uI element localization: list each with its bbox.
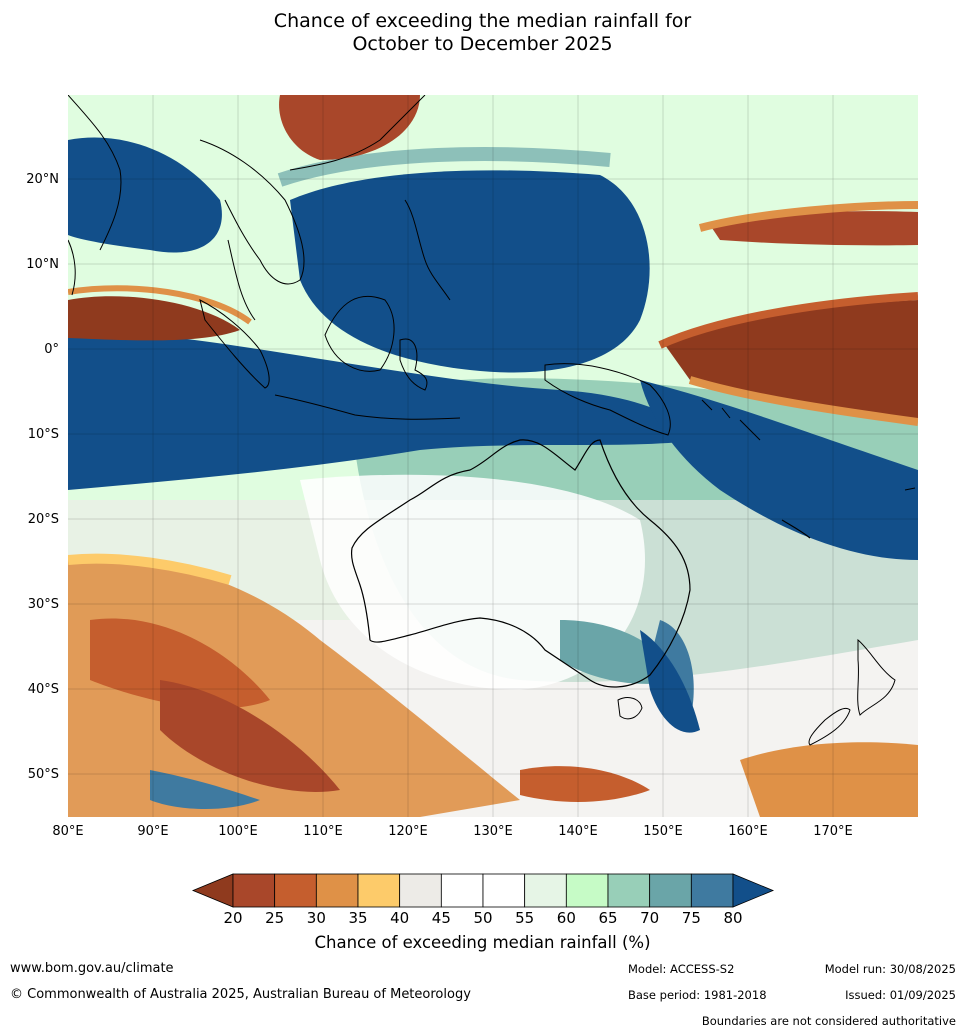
lon-label: 170°E xyxy=(813,824,853,839)
colorbar-swatch xyxy=(524,873,567,908)
lon-label: 110°E xyxy=(303,824,343,839)
colorbar-extend-high xyxy=(732,873,775,908)
colorbar-tick-label: 75 xyxy=(682,909,701,927)
model-text: Model: ACCESS-S2 xyxy=(628,962,735,976)
colorbar-tick-label: 35 xyxy=(348,909,367,927)
colorbar-swatch xyxy=(274,873,317,908)
colorbar-tick-label: 55 xyxy=(515,909,534,927)
website-link[interactable]: www.bom.gov.au/climate xyxy=(10,961,174,976)
lon-label: 80°E xyxy=(52,824,83,839)
lat-label: 30°S xyxy=(28,597,59,612)
latitude-axis: 20°N 10°N 0° 10°S 20°S 30°S 40°S 50°S xyxy=(26,172,59,782)
colorbar-swatch xyxy=(690,873,734,908)
colorbar-swatch xyxy=(232,873,276,908)
longitude-axis: 80°E 90°E 100°E 110°E 120°E 130°E 140°E … xyxy=(52,824,852,839)
lon-label: 150°E xyxy=(643,824,683,839)
colorbar-swatch xyxy=(315,873,359,908)
colorbar-tick-label: 30 xyxy=(307,909,326,927)
map-gridlines xyxy=(68,95,918,817)
colorbar-extend-low xyxy=(191,873,234,908)
colorbar-tick-label: 80 xyxy=(723,909,742,927)
map-title: Chance of exceeding the median rainfall … xyxy=(0,10,965,56)
lat-label: 0° xyxy=(44,342,59,357)
map-title-line2: October to December 2025 xyxy=(352,33,613,55)
colorbar-tick-label: 40 xyxy=(390,909,409,927)
colorbar-tick-label: 60 xyxy=(557,909,576,927)
colorbar-swatch xyxy=(565,873,609,908)
lon-label: 90°E xyxy=(137,824,168,839)
base-period-text: Base period: 1981-2018 xyxy=(628,988,767,1002)
colorbar-tick-label: 20 xyxy=(223,909,242,927)
colorbar-swatch xyxy=(399,873,442,908)
colorbar-label: Chance of exceeding median rainfall (%) xyxy=(314,933,651,952)
lat-label: 20°N xyxy=(26,172,59,187)
colorbar-tick-label: 65 xyxy=(598,909,617,927)
colorbar-swatches xyxy=(191,873,775,908)
issued-text: Issued: 01/09/2025 xyxy=(845,988,956,1002)
colorbar-swatch xyxy=(607,873,651,908)
lon-label: 160°E xyxy=(728,824,768,839)
map-title-line1: Chance of exceeding the median rainfall … xyxy=(273,10,692,32)
lat-label: 10°N xyxy=(26,257,59,272)
colorbar-tick-label: 45 xyxy=(432,909,451,927)
lon-label: 130°E xyxy=(473,824,513,839)
colorbar-swatch xyxy=(482,873,526,908)
colorbar-swatch xyxy=(357,873,401,908)
colorbar-swatch xyxy=(649,873,692,908)
lon-label: 120°E xyxy=(388,824,428,839)
colorbar-swatch xyxy=(440,873,484,908)
lat-label: 10°S xyxy=(28,427,59,442)
lat-label: 40°S xyxy=(28,682,59,697)
lat-label: 20°S xyxy=(28,512,59,527)
colorbar-tick-label: 25 xyxy=(265,909,284,927)
lon-label: 100°E xyxy=(218,824,258,839)
copyright-text: © Commonwealth of Australia 2025, Austra… xyxy=(10,987,471,1002)
lat-label: 50°S xyxy=(28,767,59,782)
colorbar-tick-label: 70 xyxy=(640,909,659,927)
colorbar-ticks: 20 25 30 35 40 45 50 55 60 65 70 75 80 xyxy=(223,909,742,927)
model-run-text: Model run: 30/08/2025 xyxy=(824,962,956,976)
map-field xyxy=(68,95,918,817)
lon-label: 140°E xyxy=(558,824,598,839)
colorbar-tick-label: 50 xyxy=(473,909,492,927)
disclaimer-text: Boundaries are not considered authoritat… xyxy=(701,1014,956,1028)
